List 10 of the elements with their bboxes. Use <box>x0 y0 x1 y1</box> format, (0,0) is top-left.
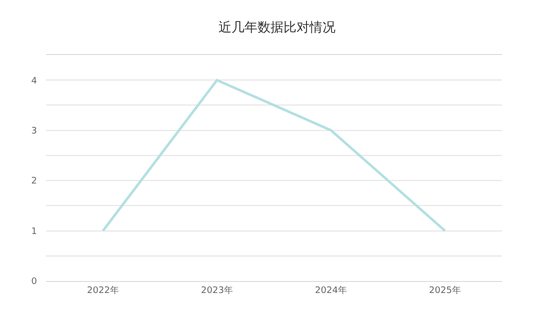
y-tick-label: 4 <box>31 76 38 86</box>
x-tick-label: 2025年 <box>429 284 461 296</box>
y-tick-label: 1 <box>31 226 37 237</box>
y-tick-label: 3 <box>31 126 37 136</box>
y-tick-label: 0 <box>31 277 38 288</box>
x-tick-label: 2023年 <box>201 284 233 296</box>
x-tick-label: 2022年 <box>87 284 119 296</box>
chart-title: 近几年数据比对情况 <box>218 20 336 36</box>
x-tick-label: 2024年 <box>315 284 347 296</box>
y-tick-label: 2 <box>31 176 37 187</box>
